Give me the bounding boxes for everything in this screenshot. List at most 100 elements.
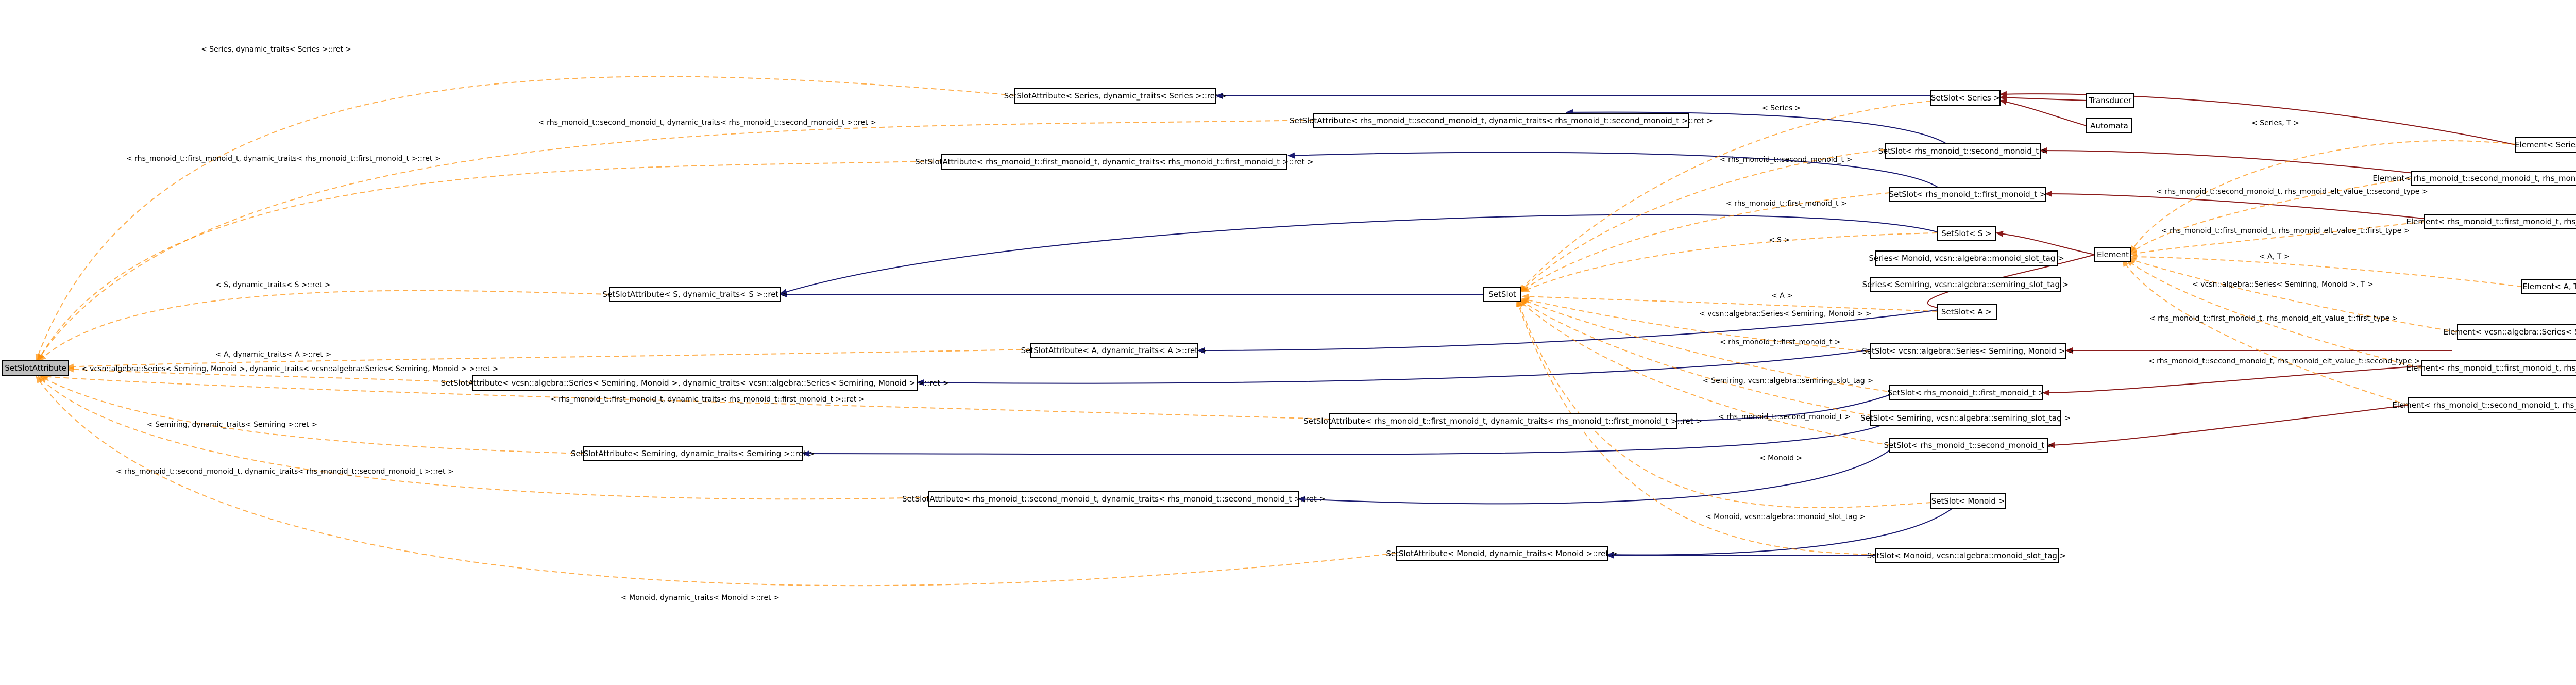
node-series-semiring-slot[interactable]: Series< Semiring, vcsn::algebra::semirin… <box>1862 277 2069 292</box>
edge-label: < Series, T > <box>2251 119 2299 127</box>
edge-label: < A > <box>1771 292 1793 300</box>
node-label: SetSlotAttribute< Monoid, dynamic_traits… <box>1386 549 1617 559</box>
node-setslotattribute-semiring[interactable]: SetSlotAttribute< Semiring, dynamic_trai… <box>571 446 815 461</box>
edge-inherit <box>802 417 1896 457</box>
node-label: SetSlotAttribute <box>5 363 66 373</box>
node-setslotattribute-series[interactable]: SetSlotAttribute< Series, dynamic_traits… <box>1004 88 1227 104</box>
node-element-series[interactable]: Element< Series, T > <box>2515 137 2576 153</box>
node-setslot-second-monoid[interactable]: SetSlot< rhs_monoid_t::second_monoid_t > <box>1878 143 2048 159</box>
node-setslot-first-monoid-2[interactable]: SetSlot< rhs_monoid_t::first_monoid_t > <box>1888 385 2045 400</box>
node-setslot-semiring-slot[interactable]: SetSlot< Semiring, vcsn::algebra::semiri… <box>1860 410 2071 426</box>
edge-template <box>1518 299 1891 446</box>
node-setslot-a[interactable]: SetSlot< A > <box>1937 304 1997 320</box>
node-label: Element< rhs_monoid_t::second_monoid_t, … <box>2372 174 2576 183</box>
edge-label: < rhs_monoid_t::second_monoid_t, dynamic… <box>538 119 876 127</box>
node-setslotattribute-series-semiring-monoid[interactable]: SetSlotAttribute< vcsn::algebra::Series<… <box>440 375 950 391</box>
node-setslot-second-monoid-2[interactable]: SetSlot< rhs_monoid_t::second_monoid_t > <box>1884 438 2054 453</box>
node-element[interactable]: Element <box>2094 247 2131 262</box>
edge-label: < rhs_monoid_t::first_monoid_t, rhs_mono… <box>2149 314 2398 323</box>
edge-template <box>38 376 929 500</box>
node-label: Element <box>2097 250 2129 259</box>
node-transducer[interactable]: Transducer <box>2086 93 2134 108</box>
node-element-second-monoid[interactable]: Element< rhs_monoid_t::second_monoid_t, … <box>2372 171 2576 186</box>
node-series-monoid-slot[interactable]: Series< Monoid, vcsn::algebra::monoid_sl… <box>1869 250 2064 266</box>
edge-label: < rhs_monoid_t::second_monoid_t, rhs_mon… <box>2156 188 2428 196</box>
node-label: SetSlotAttribute< rhs_monoid_t::second_m… <box>902 494 1326 504</box>
node-setslotattribute[interactable]: SetSlotAttribute <box>2 360 69 376</box>
edge-label: < rhs_monoid_t::second_monoid_t, rhs_mon… <box>2148 357 2420 365</box>
edge-label: < Series, dynamic_traits< Series >::ret … <box>201 45 351 54</box>
edge-template <box>2130 140 2516 253</box>
node-setslotattribute-second-monoid[interactable]: SetSlotAttribute< rhs_monoid_t::second_m… <box>1290 113 1713 128</box>
node-element-series-semiring-monoid[interactable]: Element< vcsn::algebra::Series< Semiring… <box>2444 324 2576 340</box>
node-label: SetSlotAttribute< S, dynamic_traits< S >… <box>602 290 787 299</box>
edge-label: < rhs_monoid_t::second_monoid_t > <box>1720 156 1852 164</box>
edge-labels: < Series, dynamic_traits< Series >::ret … <box>81 45 2428 602</box>
edge-member <box>1996 230 2095 255</box>
node-label: SetSlotAttribute< Semiring, dynamic_trai… <box>571 449 815 459</box>
edge-label: < vcsn::algebra::Series< Semiring, Monoi… <box>1699 310 1871 318</box>
edge-template <box>40 376 584 454</box>
edge-member <box>2040 147 2458 179</box>
node-automata[interactable]: Automata <box>2086 118 2132 133</box>
node-label: Element< A, T > <box>2522 282 2576 291</box>
node-label: Series< Semiring, vcsn::algebra::semirin… <box>1862 280 2069 290</box>
edge-template <box>1522 232 1938 292</box>
edge-template <box>1520 298 1896 393</box>
edge-label: < rhs_monoid_t::first_monoid_t, rhs_mono… <box>2161 227 2410 235</box>
node-label: SetSlot< Series > <box>1931 93 2000 103</box>
edge-template <box>1516 299 1876 555</box>
node-label: SetSlot< rhs_monoid_t::first_monoid_t > <box>1889 190 2046 199</box>
edge-template <box>39 290 610 361</box>
edge-member <box>2045 191 2453 222</box>
node-setslotattribute-first-monoid-2[interactable]: SetSlotAttribute< rhs_monoid_t::first_mo… <box>1303 413 1702 429</box>
edge-template <box>2130 178 2412 254</box>
edge-inherit <box>779 214 1938 295</box>
node-label: Element< rhs_monoid_t::second_monoid_t, … <box>2392 400 2576 410</box>
edge-label: < S, dynamic_traits< S >::ret > <box>215 281 331 289</box>
node-setslotattribute-monoid[interactable]: SetSlotAttribute< Monoid, dynamic_traits… <box>1386 546 1618 561</box>
edge-label: < vcsn::algebra::Series< Semiring, Monoi… <box>81 365 499 373</box>
edge-template <box>2130 254 2522 287</box>
edge-template <box>1517 299 1931 508</box>
edge-template <box>2128 258 2458 332</box>
node-label: Automata <box>2090 121 2128 130</box>
nodes: SetSlotAttribute SetSlotAttribute< Serie… <box>2 88 2576 563</box>
edge-template <box>66 349 1031 370</box>
node-setslotattribute-s[interactable]: SetSlotAttribute< S, dynamic_traits< S >… <box>602 287 788 302</box>
edge-inherit <box>1651 392 1896 424</box>
node-label: Transducer <box>2089 96 2132 105</box>
edge-label: < rhs_monoid_t::first_monoid_t > <box>1726 199 1847 208</box>
node-element-first-monoid-2[interactable]: Element< rhs_monoid_t::first_monoid_t, r… <box>2406 360 2576 376</box>
edge-template <box>41 373 1330 420</box>
node-label: SetSlotAttribute< rhs_monoid_t::second_m… <box>1290 116 1713 126</box>
node-element-first-monoid[interactable]: Element< rhs_monoid_t::first_monoid_t, r… <box>2406 214 2576 229</box>
node-label: SetSlot <box>1488 290 1516 299</box>
edge-template <box>35 76 1015 361</box>
node-setslot-series[interactable]: SetSlot< Series > <box>1930 90 2001 106</box>
edge-template <box>2122 259 2409 406</box>
edge-label: < A, T > <box>2259 253 2290 261</box>
node-setslot-first-monoid[interactable]: SetSlot< rhs_monoid_t::first_monoid_t > <box>1889 187 2046 202</box>
edges <box>35 76 2522 587</box>
edge-label: < Series > <box>1762 104 1801 112</box>
edge-template <box>1522 297 1871 352</box>
node-setslotattribute-a[interactable]: SetSlotAttribute< A, dynamic_traits< A >… <box>1021 343 1207 358</box>
edge-inherit <box>917 348 1876 386</box>
node-label: SetSlotAttribute< A, dynamic_traits< A >… <box>1021 346 1207 356</box>
node-setslot-series-semiring-monoid[interactable]: SetSlot< vcsn::algebra::Series< Semiring… <box>1862 343 2074 359</box>
node-setslot[interactable]: SetSlot <box>1483 287 1521 302</box>
node-element-a[interactable]: Element< A, T > <box>2521 279 2576 294</box>
node-element-second-monoid-2[interactable]: Element< rhs_monoid_t::second_monoid_t, … <box>2392 397 2576 413</box>
node-label: SetSlot< A > <box>1941 307 1992 316</box>
node-setslot-monoid-slot[interactable]: SetSlot< Monoid, vcsn::algebra::monoid_s… <box>1867 548 2066 563</box>
edge-label: < rhs_monoid_t::first_monoid_t, dynamic_… <box>550 395 865 404</box>
node-setslot-monoid[interactable]: SetSlot< Monoid > <box>1930 493 2006 509</box>
node-setslot-s[interactable]: SetSlot< S > <box>1937 226 1996 241</box>
node-setslotattribute-second-monoid-2[interactable]: SetSlotAttribute< rhs_monoid_t::second_m… <box>902 491 1326 507</box>
node-setslotattribute-first-monoid[interactable]: SetSlotAttribute< rhs_monoid_t::first_mo… <box>915 154 1314 170</box>
edge-template <box>2130 221 2425 257</box>
edge-label: < A, dynamic_traits< A >::ret > <box>215 350 331 359</box>
edge-label: < Semiring, dynamic_traits< Semiring >::… <box>147 421 317 429</box>
